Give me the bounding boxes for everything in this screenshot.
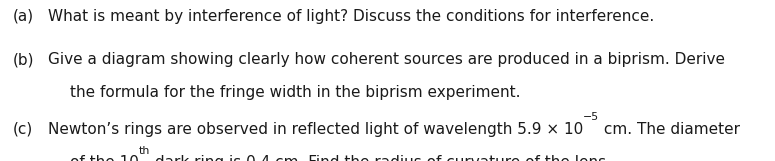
Text: (c): (c): [12, 122, 33, 137]
Text: −5: −5: [584, 112, 599, 122]
Text: (b): (b): [12, 52, 34, 67]
Text: Newton’s rings are observed in reflected light of wavelength 5.9 × 10: Newton’s rings are observed in reflected…: [48, 122, 584, 137]
Text: of the 10: of the 10: [70, 155, 139, 161]
Text: th: th: [139, 146, 150, 156]
Text: Give a diagram showing clearly how coherent sources are produced in a biprism. D: Give a diagram showing clearly how coher…: [48, 52, 725, 67]
Text: cm. The diameter: cm. The diameter: [599, 122, 740, 137]
Text: (a): (a): [12, 9, 33, 24]
Text: the formula for the fringe width in the biprism experiment.: the formula for the fringe width in the …: [70, 85, 520, 100]
Text: dark ring is 0.4 cm. Find the radius of curvature of the lens.: dark ring is 0.4 cm. Find the radius of …: [150, 155, 611, 161]
Text: What is meant by interference of light? Discuss the conditions for interference.: What is meant by interference of light? …: [48, 9, 654, 24]
